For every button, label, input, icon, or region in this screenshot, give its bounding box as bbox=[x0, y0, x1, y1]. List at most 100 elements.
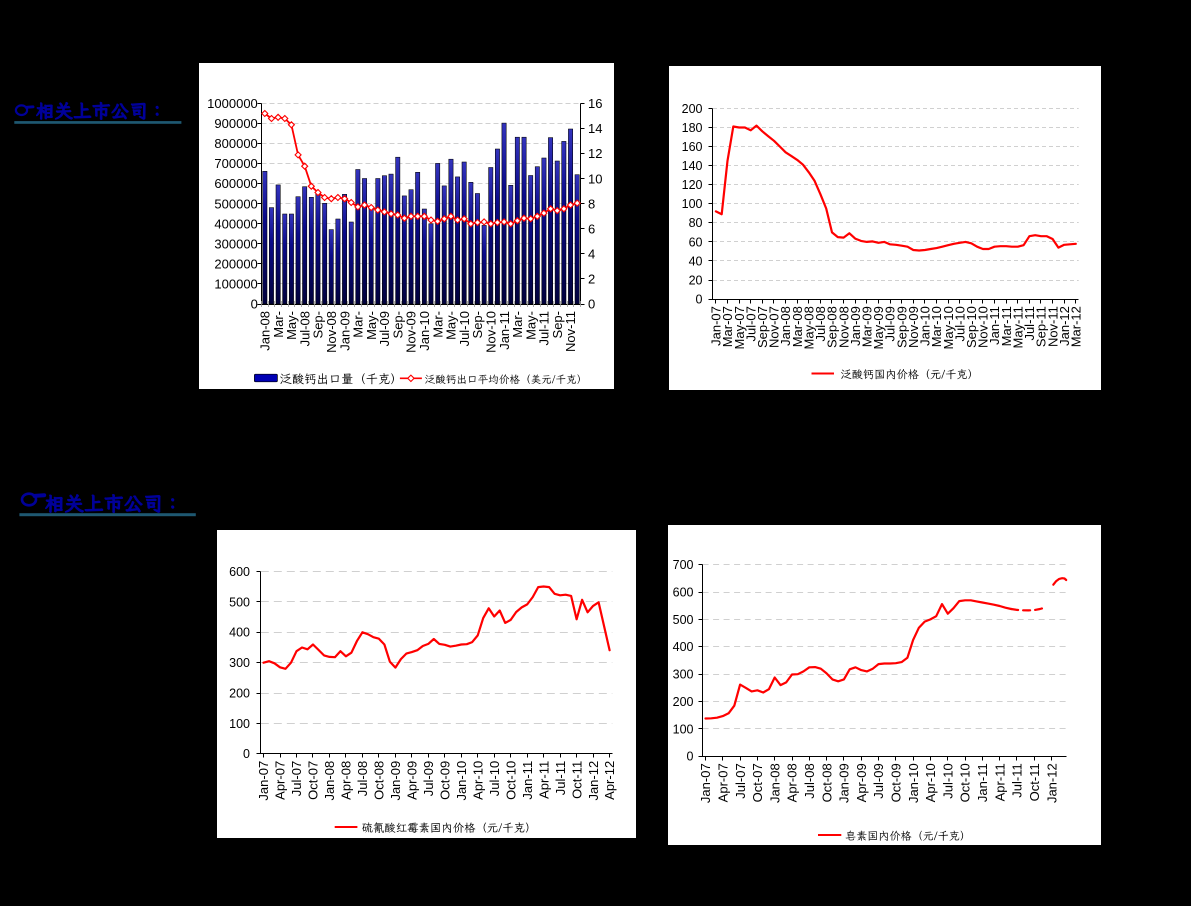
svg-text:Jul-08: Jul-08 bbox=[297, 311, 312, 346]
svg-text:900000: 900000 bbox=[214, 116, 257, 131]
svg-text:Mar-: Mar- bbox=[430, 311, 445, 338]
svg-text:200000: 200000 bbox=[214, 256, 257, 271]
svg-text:Sep-08: Sep-08 bbox=[825, 306, 840, 348]
svg-text:Jan-09: Jan-09 bbox=[848, 306, 863, 346]
svg-text:Sep-10: Sep-10 bbox=[964, 306, 979, 348]
svg-text:8: 8 bbox=[588, 196, 595, 211]
svg-text:May-: May- bbox=[523, 311, 538, 340]
svg-text:140: 140 bbox=[682, 159, 703, 173]
svg-text:180: 180 bbox=[682, 121, 703, 135]
svg-text:Sep-: Sep- bbox=[470, 311, 485, 338]
svg-text:Sep-: Sep- bbox=[390, 311, 405, 338]
svg-text:Jan-10: Jan-10 bbox=[906, 763, 921, 803]
svg-text:Oct-07: Oct-07 bbox=[306, 761, 321, 800]
svg-text:Jul-08: Jul-08 bbox=[813, 306, 828, 341]
svg-text:700: 700 bbox=[673, 558, 694, 572]
svg-text:Jul-10: Jul-10 bbox=[487, 761, 502, 796]
svg-text:Apr-09: Apr-09 bbox=[854, 763, 869, 802]
svg-text:Apr-07: Apr-07 bbox=[716, 763, 731, 802]
svg-text:Jan-12: Jan-12 bbox=[1044, 763, 1059, 803]
svg-text:0: 0 bbox=[243, 747, 250, 761]
svg-text:100000: 100000 bbox=[214, 277, 257, 292]
svg-text:Jul-09: Jul-09 bbox=[377, 311, 392, 346]
svg-text:300: 300 bbox=[673, 668, 694, 682]
svg-text:2: 2 bbox=[588, 272, 595, 287]
svg-text:100: 100 bbox=[682, 197, 703, 211]
svg-text:Oct-11: Oct-11 bbox=[1027, 763, 1042, 801]
svg-text:500000: 500000 bbox=[214, 196, 257, 211]
svg-text:0: 0 bbox=[588, 297, 595, 312]
svg-text:May-07: May-07 bbox=[732, 306, 747, 349]
svg-text:Jan-10: Jan-10 bbox=[454, 761, 469, 801]
svg-text:Jul-08: Jul-08 bbox=[802, 763, 817, 798]
svg-text:Nov-08: Nov-08 bbox=[836, 306, 851, 348]
svg-text:Sep-09: Sep-09 bbox=[894, 306, 909, 348]
svg-text:100: 100 bbox=[229, 717, 250, 731]
svg-text:Apr-07: Apr-07 bbox=[273, 761, 288, 800]
svg-text:Jan-09: Jan-09 bbox=[388, 761, 403, 801]
svg-text:12: 12 bbox=[588, 146, 602, 161]
svg-text:120: 120 bbox=[682, 178, 703, 192]
svg-text:Mar-: Mar- bbox=[351, 311, 366, 338]
svg-text:Jul-10: Jul-10 bbox=[952, 306, 967, 341]
svg-text:Jan-08: Jan-08 bbox=[767, 763, 782, 803]
svg-text:700000: 700000 bbox=[214, 156, 257, 171]
svg-text:Nov-11: Nov-11 bbox=[563, 311, 578, 352]
svg-text:0: 0 bbox=[251, 297, 258, 312]
svg-text:Apr-09: Apr-09 bbox=[405, 761, 420, 800]
svg-text:Apr-08: Apr-08 bbox=[785, 763, 800, 802]
svg-text:Jul-10: Jul-10 bbox=[457, 311, 472, 346]
svg-text:Oct-09: Oct-09 bbox=[438, 761, 453, 800]
svg-text:1000000: 1000000 bbox=[207, 96, 258, 111]
svg-text:May-11: May-11 bbox=[1010, 306, 1025, 348]
svg-text:100: 100 bbox=[673, 722, 694, 736]
svg-text:600: 600 bbox=[673, 585, 694, 599]
svg-text:Apr-11: Apr-11 bbox=[536, 761, 551, 799]
svg-text:40: 40 bbox=[689, 254, 703, 268]
svg-text:Sep-07: Sep-07 bbox=[755, 306, 770, 348]
svg-text:Jan-11: Jan-11 bbox=[987, 306, 1002, 345]
svg-text:Apr-11: Apr-11 bbox=[992, 763, 1007, 801]
svg-text:400: 400 bbox=[673, 640, 694, 654]
svg-text:10: 10 bbox=[588, 171, 602, 186]
svg-text:May-10: May-10 bbox=[941, 306, 956, 349]
svg-text:Jul-07: Jul-07 bbox=[289, 761, 304, 796]
svg-text:Apr-10: Apr-10 bbox=[470, 761, 485, 800]
svg-text:Jul-11: Jul-11 bbox=[537, 311, 552, 345]
svg-text:Mar-09: Mar-09 bbox=[860, 306, 875, 347]
svg-text:Apr-10: Apr-10 bbox=[923, 763, 938, 802]
svg-text:200: 200 bbox=[229, 686, 250, 700]
svg-text:500: 500 bbox=[673, 613, 694, 627]
svg-text:Mar-07: Mar-07 bbox=[720, 306, 735, 347]
svg-text:160: 160 bbox=[682, 140, 703, 154]
svg-text:Oct-10: Oct-10 bbox=[958, 763, 973, 802]
svg-text:Jul-11: Jul-11 bbox=[1022, 306, 1037, 340]
svg-text:Jul-10: Jul-10 bbox=[940, 763, 955, 798]
svg-text:Jul-09: Jul-09 bbox=[871, 763, 886, 798]
svg-text:Jan-11: Jan-11 bbox=[975, 763, 990, 802]
svg-text:Jan-11: Jan-11 bbox=[520, 761, 535, 800]
svg-text:Oct-08: Oct-08 bbox=[372, 761, 387, 800]
svg-text:May-: May- bbox=[284, 311, 299, 340]
svg-text:Apr-12: Apr-12 bbox=[602, 761, 617, 800]
svg-text:Nov-08: Nov-08 bbox=[324, 311, 339, 353]
svg-text:Mar-11: Mar-11 bbox=[999, 306, 1014, 346]
svg-text:Jan-08: Jan-08 bbox=[258, 311, 273, 351]
svg-text:Jul-07: Jul-07 bbox=[743, 306, 758, 341]
svg-text:500: 500 bbox=[229, 595, 250, 609]
svg-text:Jan-10: Jan-10 bbox=[918, 306, 933, 346]
svg-text:May-: May- bbox=[364, 311, 379, 340]
svg-text:Jan-10: Jan-10 bbox=[417, 311, 432, 351]
svg-text:20: 20 bbox=[689, 273, 703, 287]
svg-text:Mar-10: Mar-10 bbox=[929, 306, 944, 347]
svg-text:Nov-10: Nov-10 bbox=[484, 311, 499, 353]
svg-text:Jul-08: Jul-08 bbox=[355, 761, 370, 796]
svg-text:Nov-09: Nov-09 bbox=[404, 311, 419, 353]
svg-text:Oct-08: Oct-08 bbox=[819, 763, 834, 802]
svg-text:Jan-09: Jan-09 bbox=[837, 763, 852, 803]
svg-text:Nov-10: Nov-10 bbox=[976, 306, 991, 348]
svg-text:Oct-11: Oct-11 bbox=[569, 761, 584, 799]
svg-text:0: 0 bbox=[696, 293, 703, 307]
svg-text:Nov-07: Nov-07 bbox=[767, 306, 782, 348]
svg-text:80: 80 bbox=[689, 216, 703, 230]
